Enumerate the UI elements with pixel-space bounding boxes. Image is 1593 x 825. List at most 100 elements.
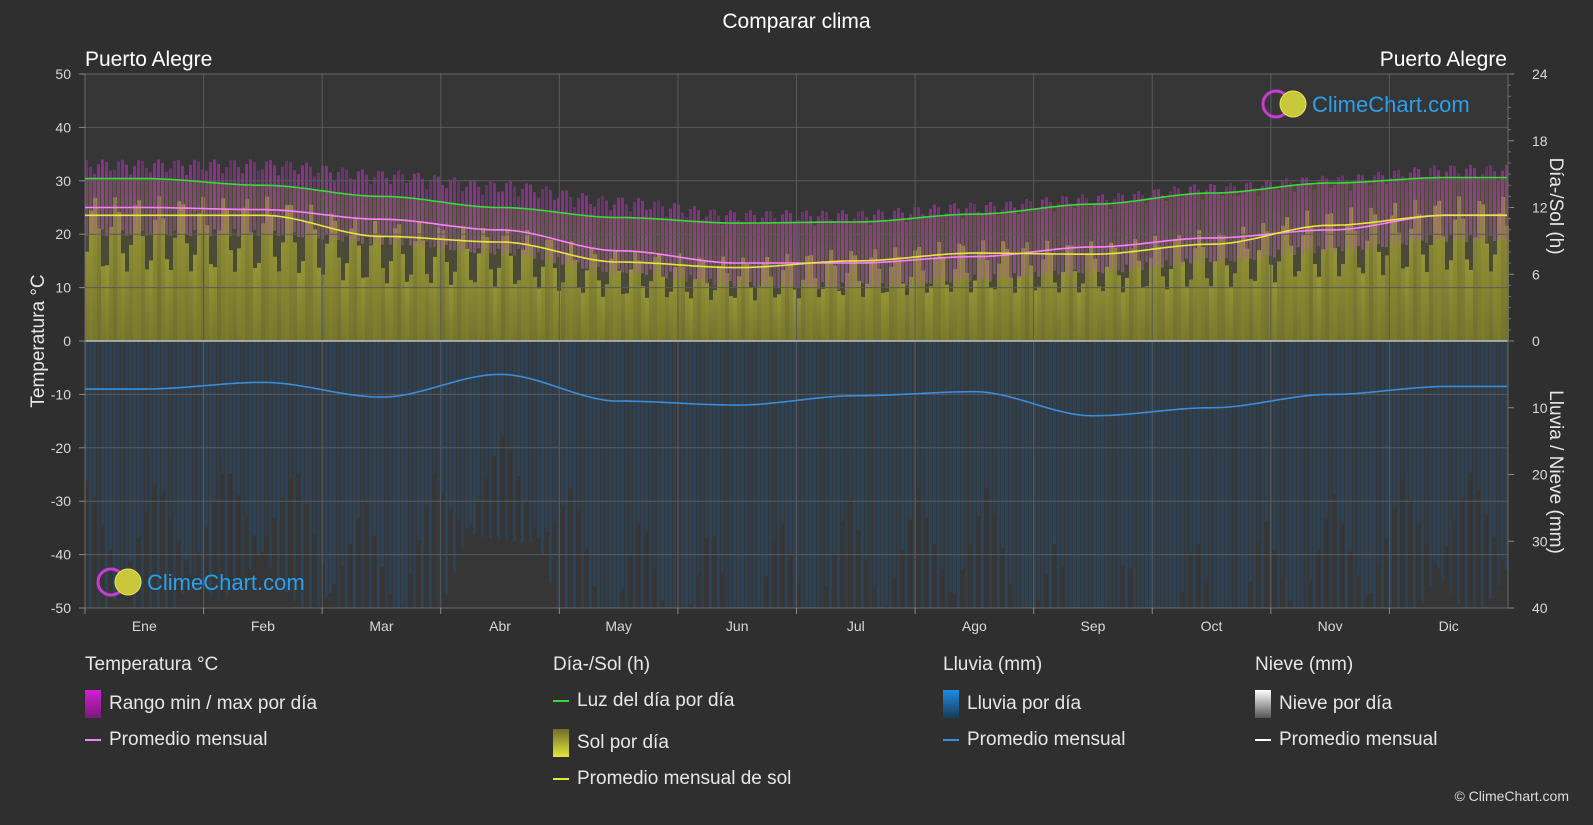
sun-bar bbox=[1033, 290, 1037, 341]
sun-bar bbox=[1045, 240, 1049, 341]
rain-bar bbox=[357, 341, 360, 518]
legend-item-snow: Nieve por día bbox=[1255, 690, 1392, 718]
temp-range-bar bbox=[193, 159, 196, 230]
rain-bar bbox=[421, 341, 424, 608]
rain-bar bbox=[1277, 341, 1280, 608]
temp-range-bar bbox=[829, 219, 832, 287]
temp-range-bar bbox=[1013, 207, 1016, 274]
sun-bar bbox=[945, 284, 949, 341]
rain-bar bbox=[1137, 341, 1140, 608]
rain-bar bbox=[665, 341, 668, 608]
sun-bar bbox=[1145, 286, 1149, 341]
temp-range-bar bbox=[1397, 169, 1400, 243]
y-tick-left: 40 bbox=[55, 119, 71, 135]
temp-range-bar bbox=[857, 211, 860, 291]
sun-bar bbox=[525, 230, 529, 341]
daylight-swatch bbox=[553, 700, 569, 702]
temp-range-bar bbox=[1433, 165, 1436, 243]
sun-bar bbox=[1061, 271, 1065, 341]
rain-bar bbox=[345, 341, 348, 608]
y-tick-left: 0 bbox=[63, 333, 71, 349]
sun-bar bbox=[845, 272, 849, 341]
sun-bar bbox=[685, 291, 689, 341]
rain-bar bbox=[201, 341, 204, 589]
sun-bar bbox=[1501, 197, 1505, 341]
temp-range-bar bbox=[289, 162, 292, 238]
sun-bar bbox=[349, 228, 353, 341]
sun-bar bbox=[573, 259, 577, 341]
temp-range-bar bbox=[821, 210, 824, 282]
sun-bar bbox=[553, 268, 557, 341]
sun-bar bbox=[313, 229, 317, 341]
temp-range-bar bbox=[129, 174, 132, 235]
temp-range-bar bbox=[901, 212, 904, 282]
temp-range-bar bbox=[1317, 179, 1320, 247]
rain-bar bbox=[1149, 341, 1152, 608]
sun-bar bbox=[933, 258, 937, 341]
temp-range-bar bbox=[1221, 195, 1224, 264]
temp-range-bar bbox=[1349, 190, 1352, 247]
sun-bar bbox=[1169, 269, 1173, 341]
sun-bar bbox=[1129, 248, 1133, 341]
temp-range-bar bbox=[981, 213, 984, 279]
temp-range-bar bbox=[1273, 189, 1276, 258]
temp-range-bar bbox=[325, 165, 328, 235]
sun-bar bbox=[761, 262, 765, 341]
temp-range-bar bbox=[1497, 180, 1500, 241]
rain-bar bbox=[681, 341, 684, 608]
temp-range-bar bbox=[553, 199, 556, 264]
sun-bar bbox=[389, 261, 393, 341]
temp-range-bar bbox=[753, 214, 756, 287]
x-tick-label: Abr bbox=[489, 618, 511, 634]
sun-bar bbox=[1089, 241, 1093, 341]
rain-bar bbox=[573, 341, 576, 608]
temp-range-bar bbox=[909, 213, 912, 286]
temp-range-bar bbox=[217, 163, 220, 237]
temp-range-bar bbox=[229, 160, 232, 237]
sun-bar bbox=[161, 218, 165, 341]
temp-range-bar bbox=[1465, 168, 1468, 243]
sun-bar bbox=[1485, 243, 1489, 341]
sun-bar bbox=[457, 238, 461, 341]
rain-bar bbox=[917, 341, 920, 489]
rain-bar bbox=[829, 341, 832, 608]
sun-bar bbox=[833, 265, 837, 341]
rain-bar bbox=[961, 341, 964, 570]
rain-bar bbox=[1081, 341, 1084, 608]
sun-bar bbox=[653, 256, 657, 341]
rain-bar bbox=[553, 341, 556, 522]
sun-bar bbox=[1349, 207, 1353, 341]
temp-range-bar bbox=[1285, 178, 1288, 254]
sun-bar bbox=[537, 288, 541, 341]
temp-range-bar bbox=[1281, 181, 1284, 257]
rain-bar bbox=[809, 341, 812, 608]
sun-bar bbox=[1329, 213, 1333, 341]
temp-range-bar bbox=[589, 204, 592, 267]
rain-bar bbox=[341, 341, 344, 567]
sun-bar bbox=[345, 263, 349, 341]
sun-bar bbox=[1093, 258, 1097, 341]
sun-bar bbox=[673, 267, 677, 341]
temp-range-bar bbox=[257, 170, 260, 237]
temp-range-bar bbox=[1105, 200, 1108, 267]
temp-range-bar bbox=[925, 218, 928, 284]
legend-item-daylight: Luz del día por día bbox=[553, 690, 734, 712]
rain-bar bbox=[493, 341, 496, 456]
y-tick-left: -40 bbox=[51, 547, 71, 563]
temp-range-bar bbox=[133, 166, 136, 232]
sun-bar bbox=[1437, 200, 1441, 341]
temp-range-bar bbox=[177, 159, 180, 237]
temp-range-bar bbox=[1001, 209, 1004, 279]
sun-bar bbox=[641, 286, 645, 341]
temp-range-bar bbox=[705, 216, 708, 285]
sun-bar bbox=[585, 270, 589, 341]
temp-range-bar bbox=[673, 203, 676, 280]
sun-bar bbox=[197, 213, 201, 341]
sun-bar bbox=[1393, 203, 1397, 341]
temp-range-bar bbox=[1337, 177, 1340, 247]
rain-bar bbox=[661, 341, 664, 601]
rain-bar bbox=[617, 341, 620, 608]
temp-range-bar bbox=[1121, 194, 1124, 273]
sun-bar bbox=[1053, 282, 1057, 341]
rain-bar bbox=[301, 341, 304, 607]
